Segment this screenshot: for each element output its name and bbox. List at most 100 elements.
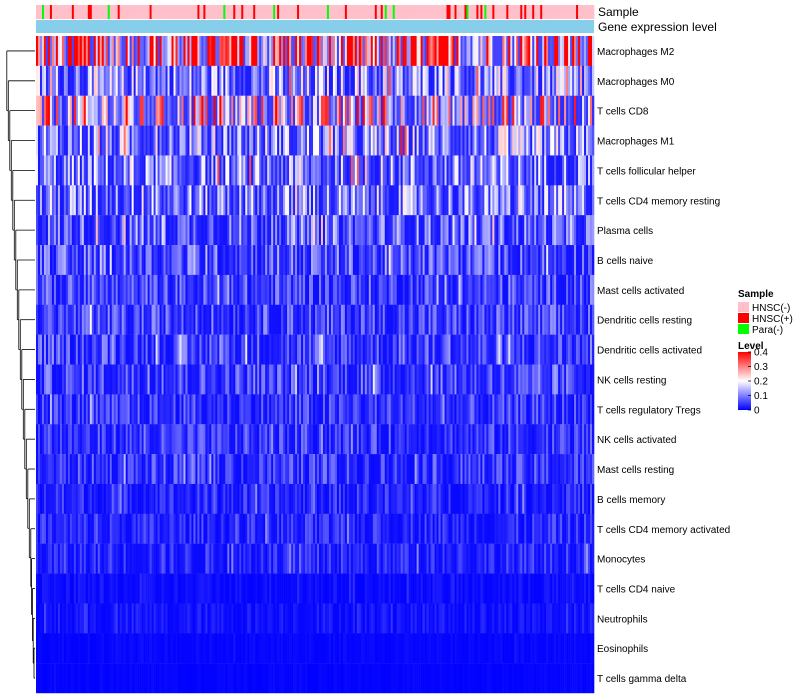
heatmap-cell — [249, 513, 252, 544]
heatmap-cell — [372, 245, 376, 276]
heatmap-cell — [211, 36, 214, 67]
heatmap-cell — [141, 513, 144, 544]
sample-annotation-cell — [75, 5, 79, 19]
sample-annotation-cell — [119, 5, 122, 19]
heatmap-cell — [97, 245, 101, 276]
heatmap-cell — [269, 513, 272, 544]
heatmap-cell — [514, 155, 517, 186]
heatmap-cell — [366, 394, 370, 425]
heatmap-cell — [157, 454, 160, 485]
heatmap-cell — [478, 274, 481, 305]
heatmap-cell — [123, 304, 126, 335]
heatmap-cell — [259, 334, 262, 365]
heatmap-cell — [273, 95, 276, 126]
heatmap-cell — [462, 215, 465, 246]
heatmap-cell — [121, 185, 124, 216]
heatmap-cell — [135, 125, 138, 156]
heatmap-cell — [400, 394, 403, 425]
heatmap-cell — [318, 245, 322, 276]
heatmap-cell — [85, 185, 89, 216]
heatmap-cell — [474, 245, 477, 276]
heatmap-cell — [592, 155, 595, 186]
heatmap-cell — [307, 274, 310, 305]
heatmap-cell — [119, 394, 122, 425]
heatmap-cell — [55, 304, 59, 335]
heatmap-cell — [316, 274, 320, 305]
heatmap-cell — [305, 185, 308, 216]
heatmap-cell — [149, 125, 152, 156]
heatmap-cell — [328, 65, 332, 96]
heatmap-cell — [43, 304, 47, 335]
heatmap-cell — [436, 185, 439, 216]
heatmap-cell — [404, 155, 407, 186]
heatmap-cell — [181, 65, 184, 96]
heatmap-cell — [55, 364, 59, 395]
heatmap-cell — [512, 364, 515, 395]
heatmap-cell — [113, 274, 117, 305]
heatmap-cell — [295, 245, 298, 276]
heatmap-cell — [362, 185, 366, 216]
heatmap-cell — [388, 215, 392, 246]
heatmap-cell — [518, 125, 521, 156]
heatmap-cell — [516, 215, 519, 246]
heatmap-cell — [570, 483, 573, 515]
heatmap-cell — [59, 513, 63, 544]
heatmap-cell — [299, 274, 302, 305]
heatmap-cell — [394, 215, 397, 246]
heatmap-cell — [352, 155, 356, 186]
heatmap-cell — [558, 483, 561, 515]
heatmap-cell — [424, 424, 427, 455]
heatmap-cell — [151, 95, 154, 126]
heatmap-cell — [155, 483, 158, 515]
heatmap-cell — [438, 155, 441, 186]
heatmap-cell — [105, 483, 109, 515]
heatmap-cell — [215, 483, 218, 515]
heatmap-cell — [75, 304, 79, 335]
heatmap-cell — [271, 65, 274, 96]
heatmap-cell — [159, 513, 162, 544]
sample-annotation-cell — [53, 5, 57, 19]
heatmap-cell — [486, 483, 489, 515]
heatmap-cell — [73, 454, 77, 485]
heatmap-cell — [315, 36, 318, 67]
heatmap-cell — [209, 483, 212, 515]
heatmap-cell — [197, 304, 200, 335]
heatmap-cell — [526, 215, 529, 246]
heatmap-cell — [181, 454, 184, 485]
heatmap-cell — [185, 364, 188, 395]
heatmap-cell — [211, 334, 214, 365]
heatmap-cell — [257, 394, 260, 425]
heatmap-cell — [394, 454, 397, 485]
heatmap-cell — [442, 185, 445, 216]
heatmap-cell — [438, 95, 441, 126]
heatmap-cell — [159, 245, 162, 276]
heatmap-cell — [43, 36, 47, 67]
heatmap-cell — [287, 36, 290, 67]
heatmap-cell — [201, 513, 204, 544]
heatmap-cell — [63, 215, 67, 246]
heatmap-cell — [578, 454, 581, 485]
heatmap-cell — [141, 424, 144, 455]
heatmap-cell — [584, 454, 587, 485]
heatmap-cell — [129, 334, 132, 365]
heatmap-cell — [518, 334, 521, 365]
heatmap-cell — [422, 334, 425, 365]
heatmap-cell — [382, 334, 386, 365]
heatmap-cell — [550, 95, 553, 126]
heatmap-cell — [460, 394, 463, 425]
heatmap-cell — [77, 513, 81, 544]
heatmap-cell — [546, 364, 549, 395]
heatmap-cell — [271, 334, 274, 365]
heatmap-cell — [285, 65, 288, 96]
heatmap-cell — [175, 215, 178, 246]
sample-annotation-cell — [87, 5, 91, 19]
heatmap-cell — [71, 364, 75, 395]
heatmap-cell — [504, 95, 507, 126]
heatmap-cell — [101, 155, 105, 186]
heatmap-cell — [360, 185, 364, 216]
heatmap-cell — [157, 245, 160, 276]
heatmap-cell — [301, 424, 304, 455]
heatmap-cell — [464, 454, 467, 485]
heatmap-cell — [137, 245, 140, 276]
heatmap-cell — [153, 513, 156, 544]
